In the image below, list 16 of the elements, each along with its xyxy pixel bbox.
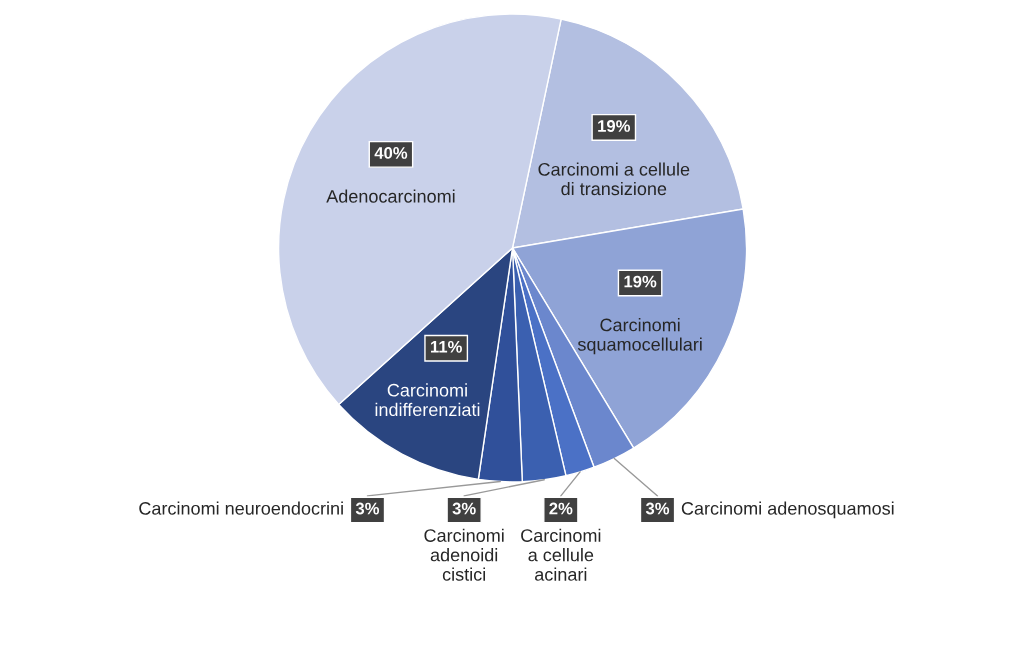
slice-label: Carcinomi adenosquamosi: [681, 501, 894, 519]
data-label: 3%: [645, 502, 670, 515]
slice-label: Carcinomi a cellule di transizione: [538, 162, 690, 196]
slice-label: Adenocarcinomi: [326, 189, 455, 203]
data-label: 2%: [549, 502, 573, 515]
data-label: 19%: [598, 120, 631, 132]
data-label: 19%: [624, 275, 657, 288]
data-label: 3%: [355, 502, 380, 515]
slice-label: Carcinomi adenoidi cistici: [424, 528, 504, 581]
slice-label: Carcinomi squamocellulari: [577, 318, 702, 355]
slice-label: Carcinomi a cellule acinari: [521, 528, 601, 581]
slice-label: Carcinomi neuroendocrini: [139, 501, 343, 515]
data-label: 11%: [431, 340, 462, 353]
data-label: 40%: [374, 147, 408, 159]
slice-label: Carcinomi indifferenziati: [375, 383, 480, 417]
data-label: 3%: [452, 502, 476, 515]
